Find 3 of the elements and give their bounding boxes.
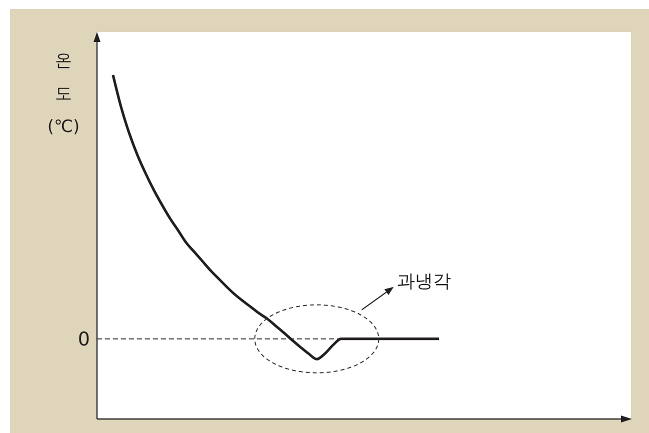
annotation: 과냉각 — [396, 270, 451, 292]
ref-line-label: 0 — [78, 328, 90, 351]
y-axis-title: 온도(℃) — [47, 51, 80, 137]
